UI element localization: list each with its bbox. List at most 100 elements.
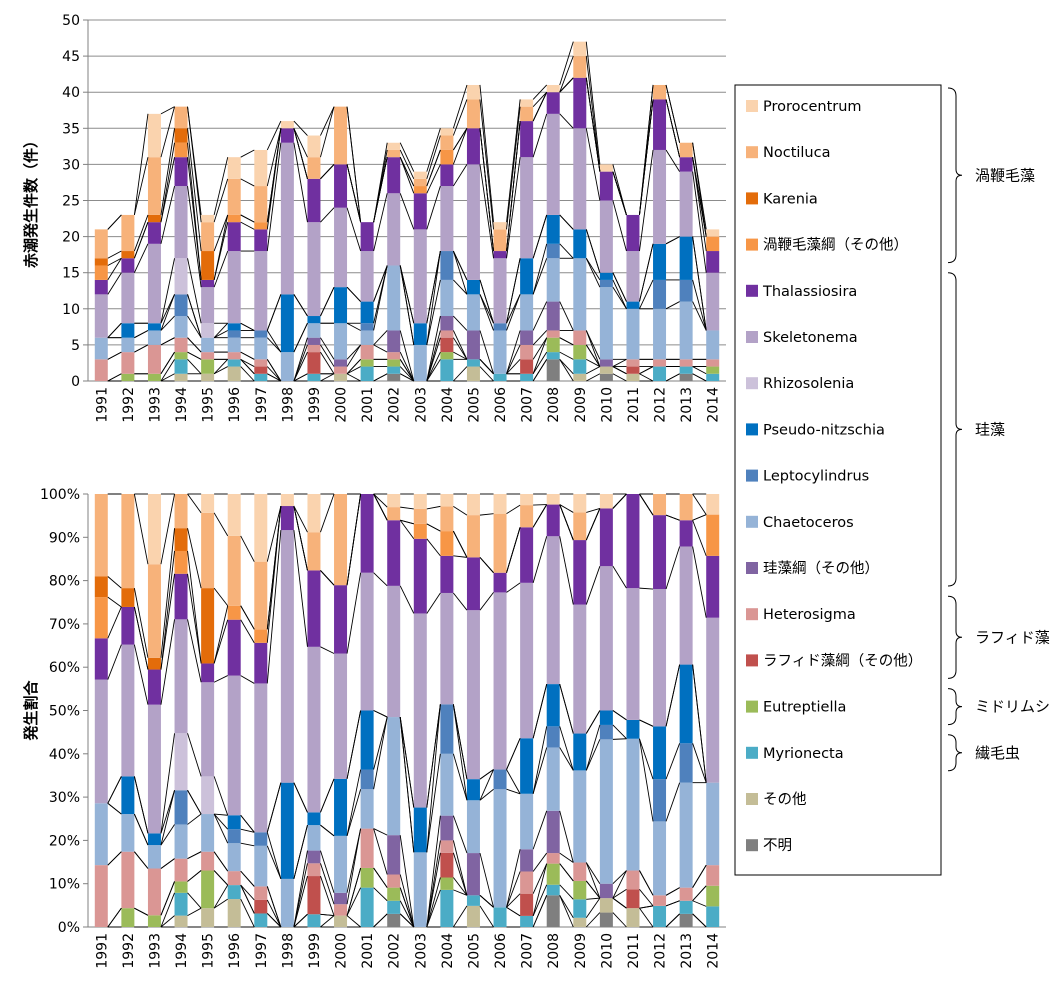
bar-segment [493, 769, 507, 790]
series-line [453, 592, 468, 611]
series-line [320, 915, 335, 928]
bar-segment [626, 251, 640, 302]
bar-segment [440, 186, 454, 252]
bar-segment [121, 908, 135, 927]
series-line [373, 716, 388, 770]
series-line [213, 776, 229, 816]
bar-segment [440, 840, 454, 853]
series-line [320, 106, 335, 158]
series-line [665, 514, 680, 521]
bar-segment [440, 251, 454, 280]
bar-segment [387, 494, 401, 508]
series-line [559, 895, 574, 919]
bar-segment [520, 494, 534, 506]
series-line [373, 716, 388, 790]
bar-segment [626, 214, 640, 252]
bar-segment [546, 863, 560, 885]
series-line [240, 149, 255, 158]
series-line [187, 294, 202, 338]
bar-segment [440, 555, 454, 593]
legend-label: 渦鞭毛藻綱（その他） [763, 237, 908, 254]
bar-segment [201, 359, 215, 374]
series-line [266, 330, 282, 353]
y-tick-label: 70% [49, 617, 80, 633]
legend-label: Heterosigma [763, 607, 856, 623]
bar-segment [546, 853, 560, 864]
series-line [399, 887, 415, 928]
series-line [559, 351, 574, 360]
series-line [266, 899, 282, 928]
bar-segment [440, 506, 454, 532]
series-line [267, 373, 282, 382]
series-line [346, 207, 362, 252]
bar-segment [440, 330, 454, 338]
bar-segment [413, 344, 427, 381]
bar-segment [679, 359, 693, 367]
bar-segment [679, 900, 693, 914]
bar-segment [334, 164, 348, 208]
series-line [453, 315, 468, 331]
bar-segment [254, 886, 268, 900]
series-line [639, 907, 654, 928]
series-line [559, 243, 574, 259]
series-line [559, 214, 574, 230]
bar-segment [706, 366, 720, 374]
x-tick-label: 2009 [573, 387, 589, 423]
series-line [506, 906, 521, 917]
bar-segment [653, 149, 667, 244]
series-line [160, 315, 175, 331]
bar-segment [94, 279, 108, 295]
series-line [187, 337, 202, 353]
series-line [107, 257, 122, 266]
series-line [134, 851, 149, 869]
legend-swatch [746, 238, 758, 251]
series-line [213, 157, 229, 216]
bar-segment [679, 142, 693, 158]
legend-swatch [746, 423, 758, 436]
legend-group-bracket [947, 688, 963, 726]
bar-segment [599, 710, 613, 725]
bar-segment [520, 294, 534, 331]
series-line [506, 582, 521, 593]
bar-segment [440, 815, 454, 841]
series-line [213, 587, 229, 607]
bar-segment [573, 330, 587, 345]
series-line [160, 550, 175, 670]
series-line [506, 330, 521, 374]
series-line [585, 862, 601, 884]
series-line [452, 84, 468, 129]
bar-segment [466, 895, 480, 906]
y-tick-label: 20% [49, 833, 80, 849]
bar-segment [653, 726, 667, 780]
bar-segment [653, 779, 667, 822]
series-line [665, 546, 681, 590]
series-line [692, 171, 707, 273]
x-tick-label: 1991 [94, 387, 110, 423]
bar-segment [280, 294, 294, 353]
bar-segment [520, 373, 534, 381]
bar-segment [599, 508, 613, 567]
series-line [559, 41, 574, 86]
bar-segment [706, 782, 720, 866]
series-line [399, 835, 415, 928]
series-line [213, 214, 229, 281]
series-line [373, 193, 388, 252]
bar-segment [546, 494, 560, 505]
bar-segment [520, 157, 534, 259]
bar-segment [520, 258, 534, 295]
series-line [266, 337, 282, 353]
series-line [479, 905, 494, 928]
bar-segment [201, 222, 215, 252]
series-line [479, 164, 494, 259]
series-line [426, 505, 441, 510]
series-line [293, 373, 308, 382]
legend-label: Rhizosolenia [763, 376, 854, 392]
x-tick-label: 2011 [626, 387, 642, 423]
bar-segment [520, 893, 534, 916]
series-line [692, 514, 707, 521]
bar-segment [254, 359, 268, 367]
series-line [160, 258, 175, 324]
bar-segment [440, 531, 454, 556]
series-line [266, 142, 282, 252]
series-line [320, 373, 335, 382]
